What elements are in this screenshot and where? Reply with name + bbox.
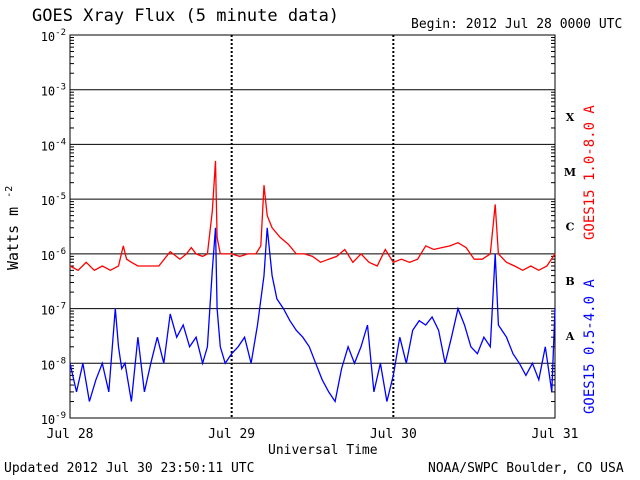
updated-timestamp: Updated 2012 Jul 30 23:50:11 UTC	[4, 461, 255, 476]
x-tick-label: Jul 31	[532, 427, 579, 442]
data-source: NOAA/SWPC Boulder, CO USA	[428, 461, 624, 476]
y-tick-label: 10-9	[41, 411, 66, 427]
chart-title: GOES Xray Flux (5 minute data)	[32, 6, 340, 26]
flare-class-label: A	[565, 330, 575, 343]
y-tick-label: 10-2	[41, 28, 66, 44]
flare-class-label: M	[564, 166, 576, 179]
y-tick-label: 10-5	[41, 192, 66, 208]
series-line-1	[69, 227, 556, 404]
flare-class-label: X	[566, 111, 575, 124]
plot-frame	[69, 34, 556, 419]
x-axis-title: Universal Time	[268, 443, 378, 458]
flare-class-label: B	[565, 275, 574, 288]
y-tick-label: 10-4	[41, 137, 66, 153]
x-tick-label: Jul 30	[370, 427, 417, 442]
x-tick-label: Jul 29	[208, 427, 255, 442]
series-line-0	[69, 160, 556, 272]
y-tick-label: 10-3	[41, 83, 66, 99]
x-tick-label: Jul 28	[47, 427, 94, 442]
y-tick-label: 10-8	[41, 356, 66, 372]
begin-time: Begin: 2012 Jul 28 0000 UTC	[411, 17, 623, 32]
flare-class-label: C	[566, 221, 575, 234]
y-tick-label: 10-7	[41, 302, 66, 318]
y-tick-label: 10-6	[41, 247, 66, 263]
